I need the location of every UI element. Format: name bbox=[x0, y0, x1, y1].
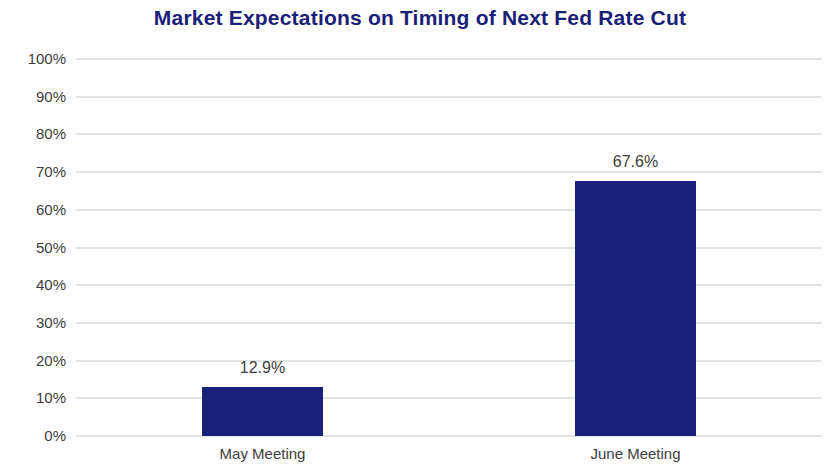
x-axis-label-june-meeting: June Meeting bbox=[536, 445, 736, 462]
gridline bbox=[76, 209, 822, 211]
value-label-june-meeting: 67.6% bbox=[575, 153, 696, 171]
y-axis-tick-label: 30% bbox=[6, 314, 66, 332]
gridline bbox=[76, 284, 822, 286]
y-axis-tick-label: 0% bbox=[6, 427, 66, 445]
gridline bbox=[76, 322, 822, 324]
y-axis-tick-label: 90% bbox=[6, 88, 66, 106]
gridline bbox=[76, 58, 822, 60]
fed-rate-cut-chart: Market Expectations on Timing of Next Fe… bbox=[0, 0, 840, 472]
y-axis-tick-label: 70% bbox=[6, 163, 66, 181]
gridline bbox=[76, 435, 822, 437]
y-axis-tick-label: 100% bbox=[6, 50, 66, 68]
y-axis-tick-label: 60% bbox=[6, 201, 66, 219]
gridline bbox=[76, 397, 822, 399]
bar-june-meeting bbox=[575, 181, 696, 436]
chart-title: Market Expectations on Timing of Next Fe… bbox=[0, 6, 840, 30]
value-label-may-meeting: 12.9% bbox=[202, 359, 323, 377]
gridline bbox=[76, 133, 822, 135]
y-axis-tick-label: 80% bbox=[6, 125, 66, 143]
y-axis-tick-label: 20% bbox=[6, 352, 66, 370]
gridline bbox=[76, 360, 822, 362]
x-axis-label-may-meeting: May Meeting bbox=[163, 445, 363, 462]
gridline bbox=[76, 96, 822, 98]
plot-area: 0%10%20%30%40%50%60%70%80%90%100%12.9%Ma… bbox=[76, 59, 822, 436]
y-axis-tick-label: 40% bbox=[6, 276, 66, 294]
gridline bbox=[76, 171, 822, 173]
y-axis-tick-label: 50% bbox=[6, 239, 66, 257]
y-axis-tick-label: 10% bbox=[6, 389, 66, 407]
bar-may-meeting bbox=[202, 387, 323, 436]
gridline bbox=[76, 247, 822, 249]
